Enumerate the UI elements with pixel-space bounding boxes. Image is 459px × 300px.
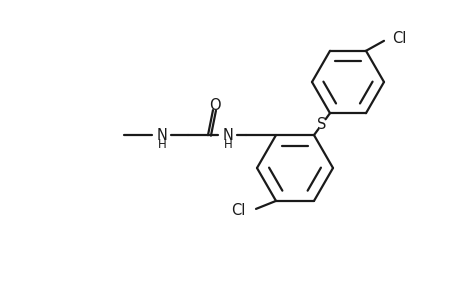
Text: H: H [223,138,232,151]
Text: H: H [157,138,166,151]
Text: Cl: Cl [391,31,405,46]
Text: Cl: Cl [231,203,246,218]
Text: N: N [156,128,167,142]
Text: S: S [317,117,326,132]
Text: O: O [209,98,220,112]
Text: N: N [222,128,233,142]
